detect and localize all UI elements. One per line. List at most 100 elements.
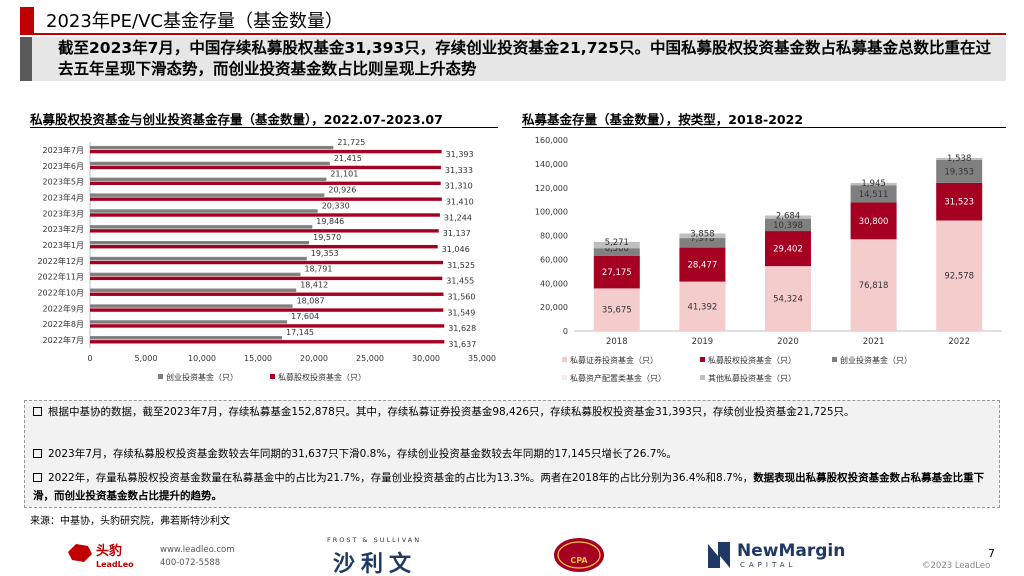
left-chart-title: 私募股权投资基金与创业投资基金存量（基金数量），2022.07-2023.07: [30, 112, 443, 127]
copyright: ©2023 LeadLeo: [922, 561, 991, 571]
category-label: 2023年2月: [43, 224, 84, 234]
data-label: 1,945: [861, 179, 885, 189]
category-label: 2023年4月: [43, 192, 84, 202]
stack-segment: [765, 266, 811, 331]
note-text-3: 2022年，存量私募股权投资基金数量在私募基金中的占比为21.7%，存量创业投资…: [48, 472, 754, 484]
x-tick-label: 25,000: [356, 354, 384, 363]
bar: [90, 256, 307, 261]
legend-swatch: [832, 357, 837, 362]
category-label: 2023年1月: [43, 240, 84, 250]
data-label: 21,101: [330, 170, 358, 179]
data-label: 2,684: [776, 211, 800, 221]
bar: [90, 193, 325, 197]
data-label: 18,791: [304, 265, 332, 274]
stack-segment: [850, 182, 897, 186]
data-label: 21,415: [334, 154, 362, 163]
bar: [90, 308, 444, 312]
data-label: 41,392: [688, 302, 718, 312]
stack-segment: [936, 220, 983, 331]
stack-segment: [765, 231, 811, 267]
data-label: 54,324: [773, 295, 803, 305]
legend-label: 私募股权投资基金（只）: [278, 372, 366, 382]
notes-box: 根据中基协的数据，截至2023年7月，存续私募基金152,878只。其中，存续私…: [24, 400, 1000, 508]
data-label: 19,353: [944, 167, 974, 177]
data-label: 28,477: [688, 261, 718, 271]
data-label: 1,538: [947, 154, 971, 164]
note-text-2: 2023年7月，存续私募股权投资基金数较去年同期的31,637只下滑0.8%，存…: [48, 448, 677, 460]
data-label: 31,333: [445, 166, 473, 175]
data-label: 31,637: [448, 340, 476, 349]
left-bar-chart: 0 5,000 10,000 15,000 20,000 25,000 30,000 35,0…: [37, 138, 496, 382]
page-title: 2023年PE/VC基金存量（基金数量）: [46, 11, 343, 32]
data-label: 19,570: [313, 233, 341, 242]
y-tick-label: 0: [563, 327, 568, 336]
bar: [90, 260, 444, 265]
legend-label: 创业投资基金（只）: [840, 355, 912, 365]
data-label: 30,800: [859, 217, 889, 227]
category-label: 2021: [863, 337, 885, 347]
title-marker: [20, 7, 34, 33]
category-label: 2020: [777, 337, 799, 347]
note-item-1: 根据中基协的数据，截至2023年7月，存续私募基金152,878只。其中，存续私…: [33, 403, 993, 421]
data-label: 31,410: [446, 197, 474, 206]
title-rule: [20, 33, 1006, 35]
bar: [90, 304, 293, 308]
category-label: 2022年10月: [37, 288, 84, 298]
bar: [90, 340, 445, 344]
legend-swatch: [562, 357, 567, 362]
bar: [90, 288, 297, 292]
x-tick-label: 0: [87, 354, 92, 363]
newmargin-name: NewMargin: [737, 541, 846, 561]
y-tick-label: 100,000: [535, 208, 568, 217]
note-item-2: 2023年7月，存续私募股权投资基金数较去年同期的31,637只下滑0.8%，存…: [33, 445, 993, 463]
category-label: 2023年5月: [43, 177, 84, 187]
stack-segment: [593, 255, 640, 289]
category-label: 2022: [948, 337, 970, 347]
leadleo-contact: www.leadleo.com 400-072-5588: [160, 544, 234, 570]
legend-swatch: [700, 375, 705, 380]
stack-segment: [679, 281, 726, 331]
source-note: 来源：中基协，头豹研究院，弗若斯特沙利文: [30, 516, 230, 527]
bar: [90, 197, 442, 201]
bar: [90, 177, 327, 182]
right-chart-title: 私募基金存量（基金数量），按类型，2018-2022: [522, 112, 804, 127]
header: 2023年PE/VC基金存量（基金数量）: [0, 0, 1024, 35]
data-label: 19,846: [316, 217, 344, 226]
legend-label: 创业投资基金（只）: [166, 372, 238, 382]
data-label: 31,549: [447, 308, 475, 317]
stack-segment: [679, 233, 726, 239]
data-label: 18,412: [300, 281, 328, 290]
category-label: 2023年7月: [43, 145, 84, 155]
category-label: 2023年3月: [43, 208, 84, 218]
lead-text: 截至2023年7月，中国存续私募股权基金31,393只，存续创业投资基金21,7…: [58, 39, 992, 78]
data-label: 31,137: [443, 229, 471, 238]
data-label: 18,087: [297, 296, 325, 305]
legend-label: 私募证券投资基金（只）: [570, 355, 658, 365]
note-bold-3: 数据表现出私募股权投资基金数占私募基金比重下滑，而创业投资基金数占比提升的趋势。: [33, 472, 985, 502]
data-label: 19,353: [311, 249, 339, 258]
cpa-text: CPA: [570, 556, 588, 565]
leadleo-cn: 头豹: [96, 543, 122, 559]
data-label: 76,818: [859, 281, 889, 291]
bar: [90, 165, 441, 170]
bar: [90, 245, 438, 249]
y-tick-label: 140,000: [535, 160, 568, 169]
category-label: 2022年11月: [37, 272, 84, 282]
stack-segment: [936, 157, 983, 160]
bar: [90, 336, 283, 340]
leadleo-phone: 400-072-5588: [160, 558, 221, 568]
stack-segment: [765, 215, 811, 219]
y-tick-label: 20,000: [540, 303, 568, 312]
stack-segment: [593, 248, 640, 256]
bar: [90, 272, 301, 277]
x-tick-label: 10,000: [188, 354, 216, 363]
legend-label: 私募股权投资基金（只）: [708, 355, 796, 365]
data-label: 31,244: [444, 213, 472, 222]
stack-segment: [679, 238, 726, 248]
data-label: 31,393: [446, 150, 474, 159]
bar: [90, 324, 445, 328]
note-text-1: 根据中基协的数据，截至2023年7月，存续私募基金152,878只。其中，存续私…: [48, 406, 855, 418]
x-tick-label: 35,000: [468, 354, 496, 363]
category-label: 2022年8月: [43, 319, 84, 329]
page-number: 7: [988, 547, 995, 560]
